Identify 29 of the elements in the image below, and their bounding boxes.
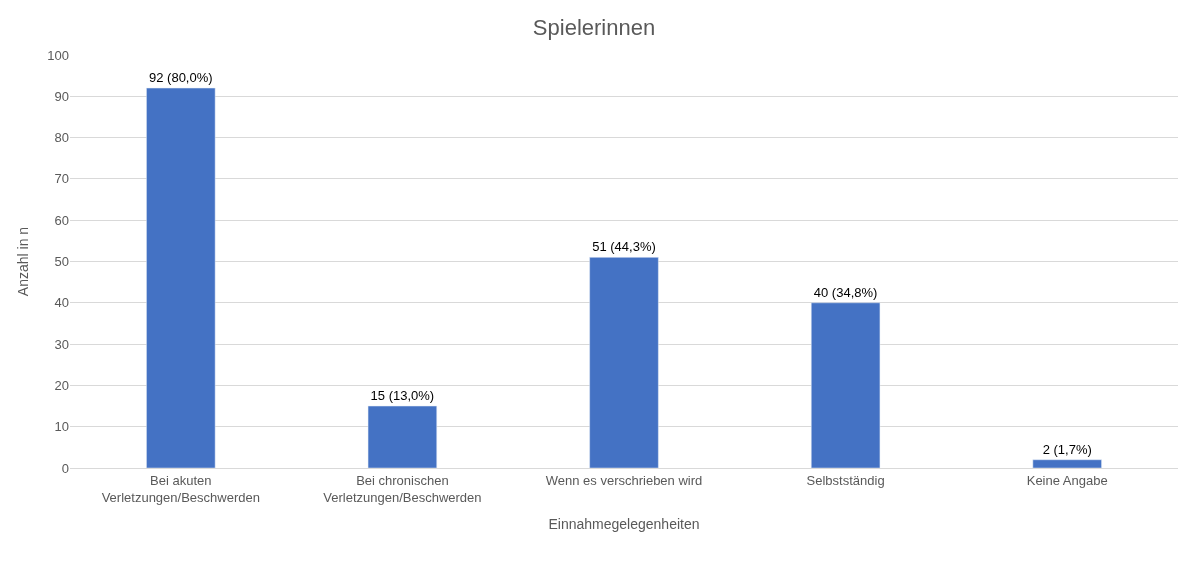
bar [146, 87, 216, 468]
bar [1032, 459, 1102, 468]
chart-title: Spielerinnen [532, 15, 656, 41]
data-label: 15 (13,0%) [370, 388, 435, 404]
x-tick-label: Selbstständig [806, 472, 885, 488]
x-tick-label: Keine Angabe [1026, 472, 1108, 488]
x-tick-label: Bei akuten Verletzungen/Beschwerden [101, 472, 260, 505]
y-tick-label: 30 [54, 336, 69, 352]
y-tick-label: 70 [54, 171, 69, 187]
x-tick-label: Wenn es verschrieben wird [545, 472, 703, 488]
data-label: 51 (44,3%) [592, 239, 656, 255]
data-label: 40 (34,8%) [813, 284, 878, 300]
y-tick-label: 40 [54, 295, 69, 311]
bar [811, 302, 881, 468]
y-tick-label: 50 [54, 254, 69, 270]
y-tick-label: 60 [54, 212, 69, 228]
y-tick-label: 10 [54, 419, 69, 435]
y-tick-label: 100 [47, 47, 69, 63]
bar [367, 405, 437, 468]
y-axis-title: Anzahl in n [14, 226, 31, 297]
y-tick-label: 90 [54, 88, 69, 104]
data-label: 2 (1,7%) [1042, 441, 1092, 457]
bar [589, 257, 659, 468]
x-tick-label: Bei chronischen Verletzungen/Beschwerden [323, 472, 482, 505]
y-tick-label: 0 [61, 460, 69, 476]
y-tick-label: 80 [54, 130, 69, 146]
y-tick-label: 20 [54, 377, 69, 393]
data-label: 92 (80,0%) [149, 70, 213, 86]
x-axis-title: Einnahmegelegenheiten [548, 515, 700, 532]
